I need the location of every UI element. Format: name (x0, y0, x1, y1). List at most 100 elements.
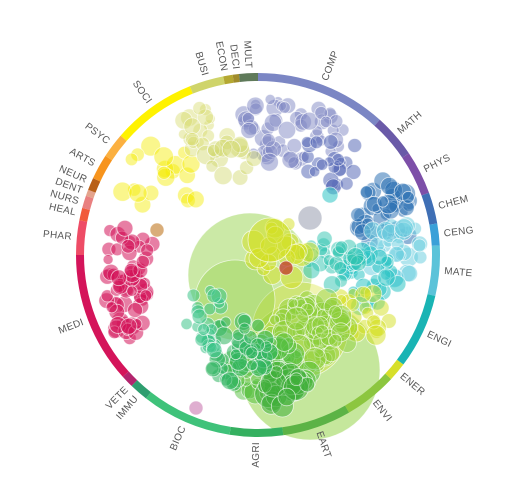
ring-segment-econ (223, 74, 234, 85)
paper-circle (123, 262, 139, 278)
paper-circle (135, 254, 150, 269)
paper-circle (102, 254, 114, 265)
ring-segment-immu (131, 380, 151, 399)
paper-circle (320, 328, 338, 346)
paper-circle (278, 101, 291, 114)
ring-segment-medi (76, 254, 129, 377)
label-mate: MATE (444, 266, 473, 279)
paper-circle (240, 121, 258, 139)
paper-circle (245, 150, 263, 167)
paper-circle (330, 322, 351, 343)
paper-circle (400, 264, 419, 283)
paper-circle (246, 359, 258, 371)
paper-circle (246, 96, 265, 115)
paper-circle (372, 299, 390, 317)
ring-segment-mult (238, 73, 259, 82)
paper-circle (156, 165, 171, 180)
paper-circle (359, 185, 373, 199)
paper-circle (328, 305, 343, 319)
label-agri: AGRI (251, 442, 262, 468)
paper-circle (187, 190, 205, 209)
paper-circle (177, 186, 195, 205)
paper-circle (153, 146, 174, 167)
label-busi: BUSI (193, 51, 211, 78)
label-phys: PHYS (422, 152, 452, 175)
paper-circle (394, 218, 414, 238)
paper-circle (112, 181, 133, 202)
paper-circle (287, 297, 299, 309)
paper-circle (186, 288, 201, 303)
paper-circle (347, 138, 363, 153)
paper-circle (220, 371, 240, 391)
paper-circle (277, 387, 296, 407)
label-math: MATH (396, 109, 425, 136)
paper-circle (180, 192, 196, 209)
ring-segment-eart (282, 405, 349, 436)
paper-circle (284, 306, 309, 331)
paper-circle (328, 311, 352, 334)
paper-circle (105, 301, 118, 314)
paper-circle (277, 121, 297, 140)
paper-circle (377, 268, 396, 287)
paper-circle (191, 308, 208, 325)
paper-circle (333, 261, 348, 275)
paper-circle (128, 183, 148, 203)
paper-circle (213, 138, 233, 158)
ring-segment-chem (421, 192, 438, 225)
paper-circle (181, 154, 201, 174)
ring-segment-deci (232, 74, 240, 83)
paper-circle (192, 101, 207, 116)
paper-circle (299, 111, 319, 131)
paper-circle (185, 132, 200, 147)
label-chem: CHEM (437, 193, 469, 212)
ring-segment-phar (76, 220, 88, 256)
ring-segment-envi (344, 373, 392, 413)
label-ceng: CENG (443, 225, 474, 239)
paper-circle (259, 152, 279, 172)
paper-circle (229, 137, 250, 159)
ring-segment-mate (427, 245, 441, 296)
paper-circle (203, 302, 217, 316)
label-psyc: PSYC (83, 121, 112, 147)
paper-circle (178, 166, 196, 184)
paper-circle (339, 176, 354, 191)
paper-circle (401, 190, 415, 204)
paper-circle (201, 129, 215, 143)
ring-segment-busi (189, 76, 225, 94)
ring-segment-comp (257, 73, 380, 126)
paper-circle (213, 166, 233, 186)
label-medi: MEDI (57, 317, 85, 337)
paper-circle (126, 285, 138, 297)
paper-circle (100, 289, 114, 303)
paper-circle (278, 260, 294, 276)
ring-segment-bioc (145, 392, 231, 435)
paper-circle (309, 135, 324, 150)
ring-segment-ceng (429, 223, 440, 246)
ring-segment-phys (402, 153, 430, 196)
paper-circle (274, 332, 294, 352)
ring-segment-math (374, 119, 409, 158)
paper-circle (116, 219, 134, 237)
paper-circle (120, 239, 136, 254)
paper-circle (188, 400, 204, 416)
paper-circle (230, 348, 242, 361)
paper-circle (142, 184, 160, 202)
ring-segment-arts (93, 155, 113, 182)
paper-circle (245, 346, 259, 360)
paper-circle (207, 143, 221, 157)
paper-circle (365, 324, 387, 346)
label-bioc: BIOC (168, 424, 188, 452)
paper-circle (281, 150, 300, 169)
ring-segment-engi (396, 294, 436, 365)
label-arts: ARTS (67, 146, 97, 169)
paper-circle (354, 285, 372, 304)
ring-segment-dent (85, 189, 96, 199)
paper-circle (289, 372, 304, 387)
paper-circle (332, 314, 352, 333)
paper-circle (110, 269, 128, 287)
subject-labels: COMPMATHPHYSCHEMCENGMATEENGIENERENVIEART… (42, 40, 474, 467)
paper-circle (140, 243, 155, 258)
paper-circle (350, 207, 366, 223)
paper-circle (133, 195, 152, 214)
paper-circle (286, 138, 303, 154)
